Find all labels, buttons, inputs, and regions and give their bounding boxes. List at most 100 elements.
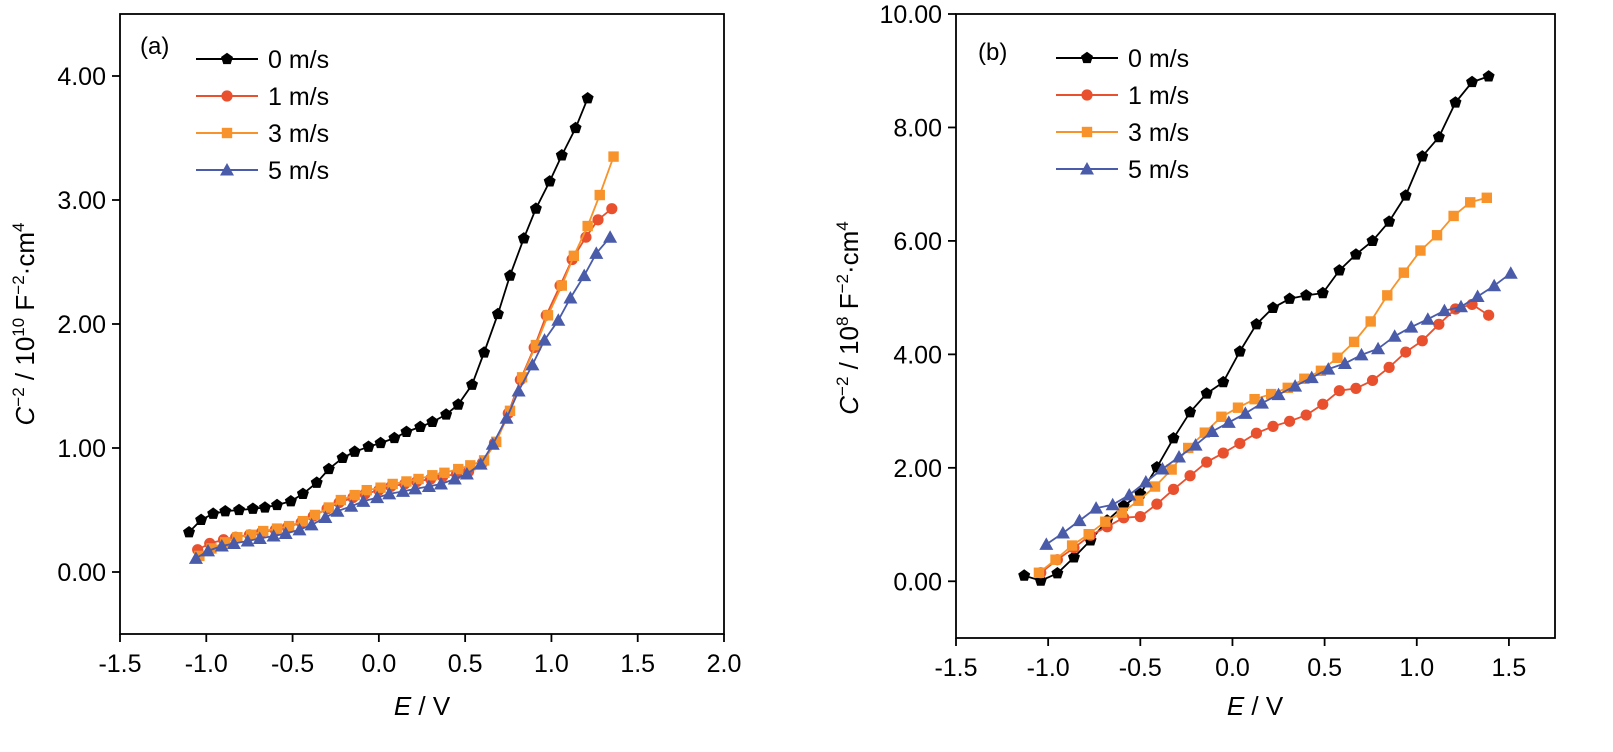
y-axis-var-b: C <box>834 396 864 415</box>
data-point <box>1155 461 1170 475</box>
data-point <box>427 470 438 481</box>
data-point <box>1315 365 1327 377</box>
y-tick-label: 8.00 <box>893 114 942 142</box>
data-point <box>1250 427 1263 439</box>
data-point <box>195 513 208 526</box>
legend-label: 1 m/s <box>1128 82 1189 110</box>
data-point <box>1371 341 1386 355</box>
data-point <box>1299 373 1310 384</box>
data-point <box>1234 437 1246 450</box>
data-point <box>1432 130 1445 143</box>
data-point <box>310 476 323 488</box>
data-point <box>452 398 465 410</box>
panel-label-b: (b) <box>978 39 1007 66</box>
legend-marker <box>221 90 233 102</box>
data-point <box>1089 501 1104 514</box>
y-axis-mid2-a: F <box>10 295 40 318</box>
series-a <box>183 92 619 564</box>
legend-marker <box>1081 51 1093 64</box>
x-axis-label-a: E / V <box>394 691 451 721</box>
data-point <box>356 494 371 507</box>
data-point <box>330 504 345 517</box>
y-axis-sup3-b: −2 <box>833 274 852 293</box>
data-point <box>511 383 526 397</box>
data-point <box>530 339 542 351</box>
data-point <box>592 214 604 226</box>
data-point <box>1483 309 1495 321</box>
data-point <box>284 495 297 507</box>
data-point <box>504 269 516 281</box>
x-tick-label: -1.0 <box>1027 654 1070 682</box>
data-point <box>297 515 309 527</box>
data-point <box>1254 396 1269 409</box>
data-point <box>499 411 514 424</box>
legend-marker <box>221 127 233 139</box>
data-point <box>1138 475 1153 488</box>
data-point <box>1333 385 1345 397</box>
data-point <box>1454 299 1469 313</box>
data-point <box>219 504 232 517</box>
y-axis-mid1-b: / 10 <box>834 326 864 377</box>
data-point <box>1317 398 1329 410</box>
data-point <box>517 232 530 244</box>
legend-label: 5 m/s <box>1128 156 1189 184</box>
data-point <box>375 482 386 493</box>
data-point <box>1072 513 1087 527</box>
data-point <box>1487 278 1502 292</box>
data-point <box>245 529 257 540</box>
data-point <box>388 431 401 444</box>
legend-marker <box>221 52 233 65</box>
legend-label: 1 m/s <box>268 83 329 111</box>
data-point <box>606 203 618 215</box>
data-point <box>296 487 309 499</box>
data-point <box>459 467 474 480</box>
x-axis-label-b: E / V <box>1227 691 1284 721</box>
data-point <box>278 526 293 540</box>
panel-label-a: (a) <box>140 33 169 60</box>
series-line-1-m-s <box>197 207 613 551</box>
data-point <box>1066 540 1078 551</box>
panel-b: -1.5 -1.0 -0.5 0.0 0.5 1.0 1.5 0.00 2.00 4.00 6.00… <box>833 1 1556 721</box>
data-point <box>1431 230 1443 241</box>
x-tick-label: -0.5 <box>1119 654 1162 682</box>
x-tick-label: -1.0 <box>185 650 228 678</box>
y-tick-label: 0.00 <box>57 559 106 587</box>
data-point <box>447 472 462 485</box>
data-point <box>426 415 439 428</box>
x-tick-label: -0.5 <box>271 650 314 678</box>
y-tick-label: 2.00 <box>893 455 942 483</box>
x-tick-label: -1.5 <box>934 654 977 682</box>
y-tick-label: 6.00 <box>893 228 942 256</box>
data-point <box>1482 70 1495 82</box>
data-point <box>1267 301 1279 313</box>
y-axis-sup3-a: −2 <box>9 275 28 294</box>
data-point <box>318 510 333 523</box>
x-axis-unit-a: / V <box>411 691 451 721</box>
data-point <box>1437 303 1452 317</box>
data-point <box>491 436 502 447</box>
data-point <box>594 189 605 201</box>
ticks-b: -1.5 -1.0 -0.5 0.0 0.5 1.0 1.5 0.00 2.00 4.00 6.00… <box>879 1 1526 682</box>
x-tick-label: 1.5 <box>620 650 655 678</box>
data-point <box>433 476 448 490</box>
data-point <box>1271 387 1286 401</box>
data-point <box>1465 197 1476 208</box>
data-point <box>1321 362 1336 375</box>
data-point <box>1221 415 1236 428</box>
data-point <box>348 445 361 457</box>
data-point <box>577 268 592 282</box>
data-point <box>1288 379 1303 392</box>
data-point <box>525 357 540 371</box>
data-point <box>1416 150 1429 162</box>
data-point <box>1416 335 1428 347</box>
data-point <box>183 526 196 538</box>
data-point <box>374 436 387 449</box>
x-tick-label: 1.5 <box>1492 654 1527 682</box>
data-point <box>1151 498 1163 510</box>
data-point <box>608 151 619 162</box>
y-axis-var-a: C <box>10 406 40 425</box>
data-point <box>271 523 283 534</box>
data-point <box>1449 96 1462 108</box>
legend-label: 0 m/s <box>268 46 329 74</box>
data-point <box>1200 387 1213 399</box>
